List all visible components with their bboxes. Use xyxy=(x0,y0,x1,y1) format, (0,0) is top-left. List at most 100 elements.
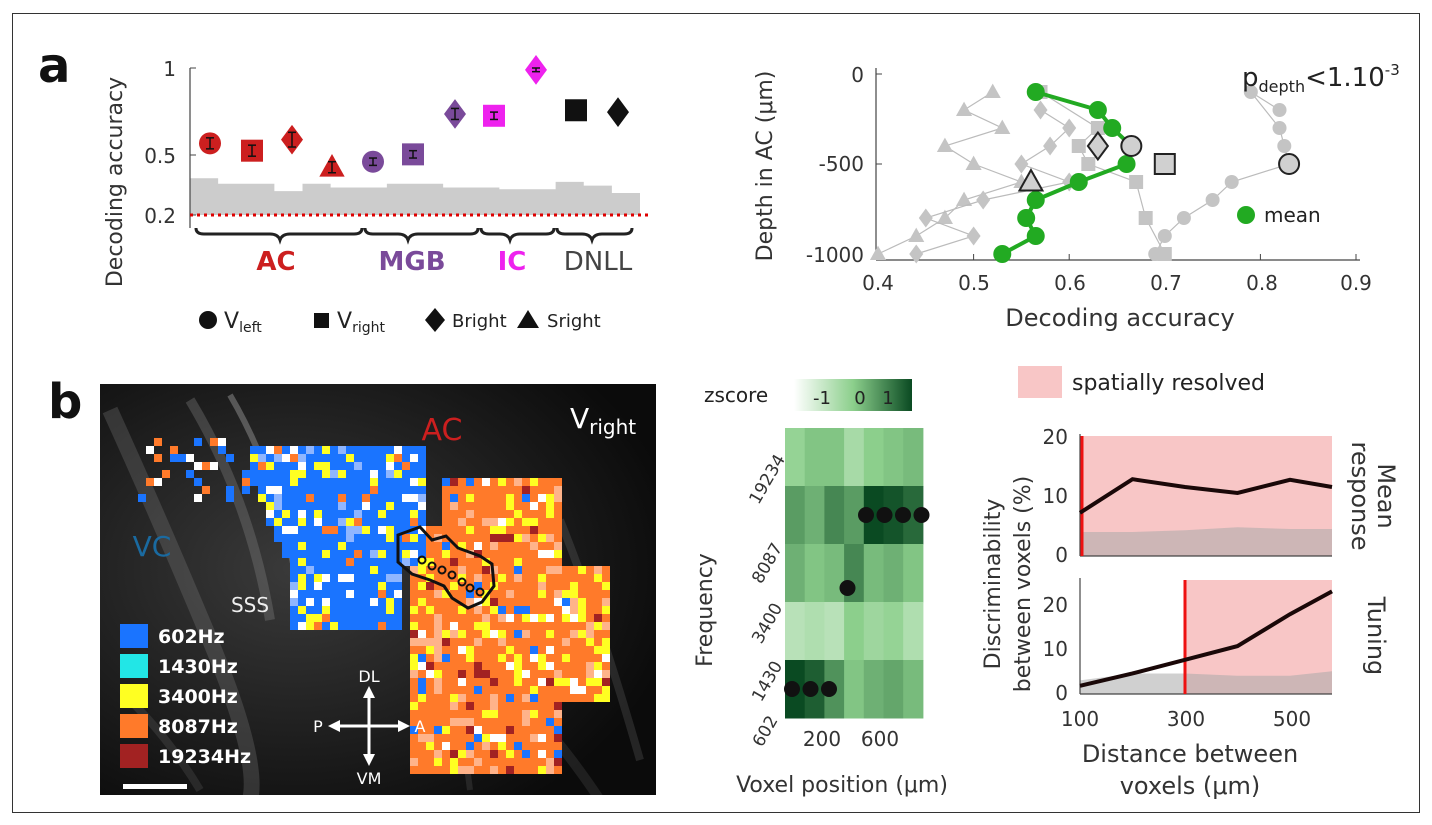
voxel xyxy=(466,574,474,582)
voxel xyxy=(314,502,322,510)
voxel xyxy=(578,566,586,574)
voxel xyxy=(482,766,490,774)
voxel xyxy=(330,558,338,566)
voxel xyxy=(202,462,210,470)
heatmap-cell xyxy=(785,428,806,487)
voxel xyxy=(458,518,466,526)
voxel xyxy=(338,534,346,542)
decoding-marker-dnll-v_right xyxy=(565,99,587,122)
voxel xyxy=(466,526,474,534)
ytick-19234: 19234 xyxy=(745,451,789,508)
voxel xyxy=(458,598,466,606)
voxel xyxy=(426,734,434,742)
voxel xyxy=(298,446,306,454)
average-circle-marker xyxy=(1120,135,1143,157)
voxel xyxy=(362,550,370,558)
voxel xyxy=(282,446,290,454)
voxel xyxy=(466,678,474,686)
voxel xyxy=(594,574,602,582)
y-axis-label: Decoding accuracy xyxy=(103,77,128,287)
voxel xyxy=(394,582,402,590)
voxel xyxy=(530,686,538,694)
voxel xyxy=(578,686,586,694)
voxel xyxy=(330,486,338,494)
mean-response-plot xyxy=(1078,434,1333,557)
voxel xyxy=(314,526,322,534)
legend-bright-sub: right xyxy=(464,311,506,332)
voxel xyxy=(514,574,522,582)
voxel xyxy=(426,606,434,614)
voxel xyxy=(346,558,354,566)
voxel xyxy=(330,502,338,510)
voxel xyxy=(466,510,474,518)
voxel xyxy=(442,646,450,654)
x-axis-label: Voxel position (μm) xyxy=(736,773,948,798)
voxel xyxy=(330,446,338,454)
voxel xyxy=(322,558,330,566)
voxel xyxy=(506,678,514,686)
voxel xyxy=(514,510,522,518)
voxel xyxy=(498,758,506,766)
voxel xyxy=(378,598,386,606)
voxel xyxy=(490,630,498,638)
voxel xyxy=(346,518,354,526)
voxel xyxy=(322,566,330,574)
voxel xyxy=(266,478,274,486)
voxel xyxy=(506,702,514,710)
voxel xyxy=(578,678,586,686)
voxel xyxy=(378,558,386,566)
voxel xyxy=(530,622,538,630)
voxel xyxy=(418,686,426,694)
voxel xyxy=(506,486,514,494)
compass xyxy=(328,686,410,766)
voxel xyxy=(466,598,474,606)
voxel xyxy=(314,542,322,550)
voxel xyxy=(290,534,298,542)
voxel xyxy=(530,478,538,486)
voxel xyxy=(522,654,530,662)
discriminability-line xyxy=(1078,477,1333,515)
voxel xyxy=(410,502,418,510)
roi-outline xyxy=(396,525,496,610)
y-axis-label: Frequency xyxy=(693,553,718,667)
voxel xyxy=(522,630,530,638)
voxel xyxy=(474,582,482,590)
voxel xyxy=(506,574,514,582)
voxel xyxy=(466,662,474,670)
voxel xyxy=(442,662,450,670)
voxel xyxy=(546,742,554,750)
voxel xyxy=(594,670,602,678)
voxel xyxy=(442,638,450,646)
voxel xyxy=(546,630,554,638)
voxel xyxy=(322,470,330,478)
voxel xyxy=(402,462,410,470)
legend-circle-icon xyxy=(199,311,217,329)
decoding-markers xyxy=(199,54,629,177)
voxel xyxy=(354,590,362,598)
legend-vright-sub: right xyxy=(352,320,385,336)
voxel xyxy=(330,590,338,598)
heatmap-cell xyxy=(903,428,924,487)
voxel xyxy=(314,462,322,470)
voxel xyxy=(306,574,314,582)
voxel xyxy=(546,678,554,686)
voxel xyxy=(530,646,538,654)
voxel xyxy=(338,454,346,462)
voxel xyxy=(386,558,394,566)
voxel xyxy=(402,446,410,454)
voxel xyxy=(466,542,474,550)
voxel xyxy=(394,494,402,502)
ytick-top-20: 20 xyxy=(1043,425,1068,449)
voxel xyxy=(314,566,322,574)
voxel xyxy=(410,630,418,638)
voxel xyxy=(370,462,378,470)
voxel xyxy=(402,486,410,494)
voxel xyxy=(378,582,386,590)
voxel xyxy=(282,542,290,550)
voxel xyxy=(394,510,402,518)
voxel xyxy=(322,614,330,622)
voxel xyxy=(466,734,474,742)
heatmap-cell xyxy=(785,544,806,603)
voxel xyxy=(322,502,330,510)
voxel xyxy=(290,566,298,574)
